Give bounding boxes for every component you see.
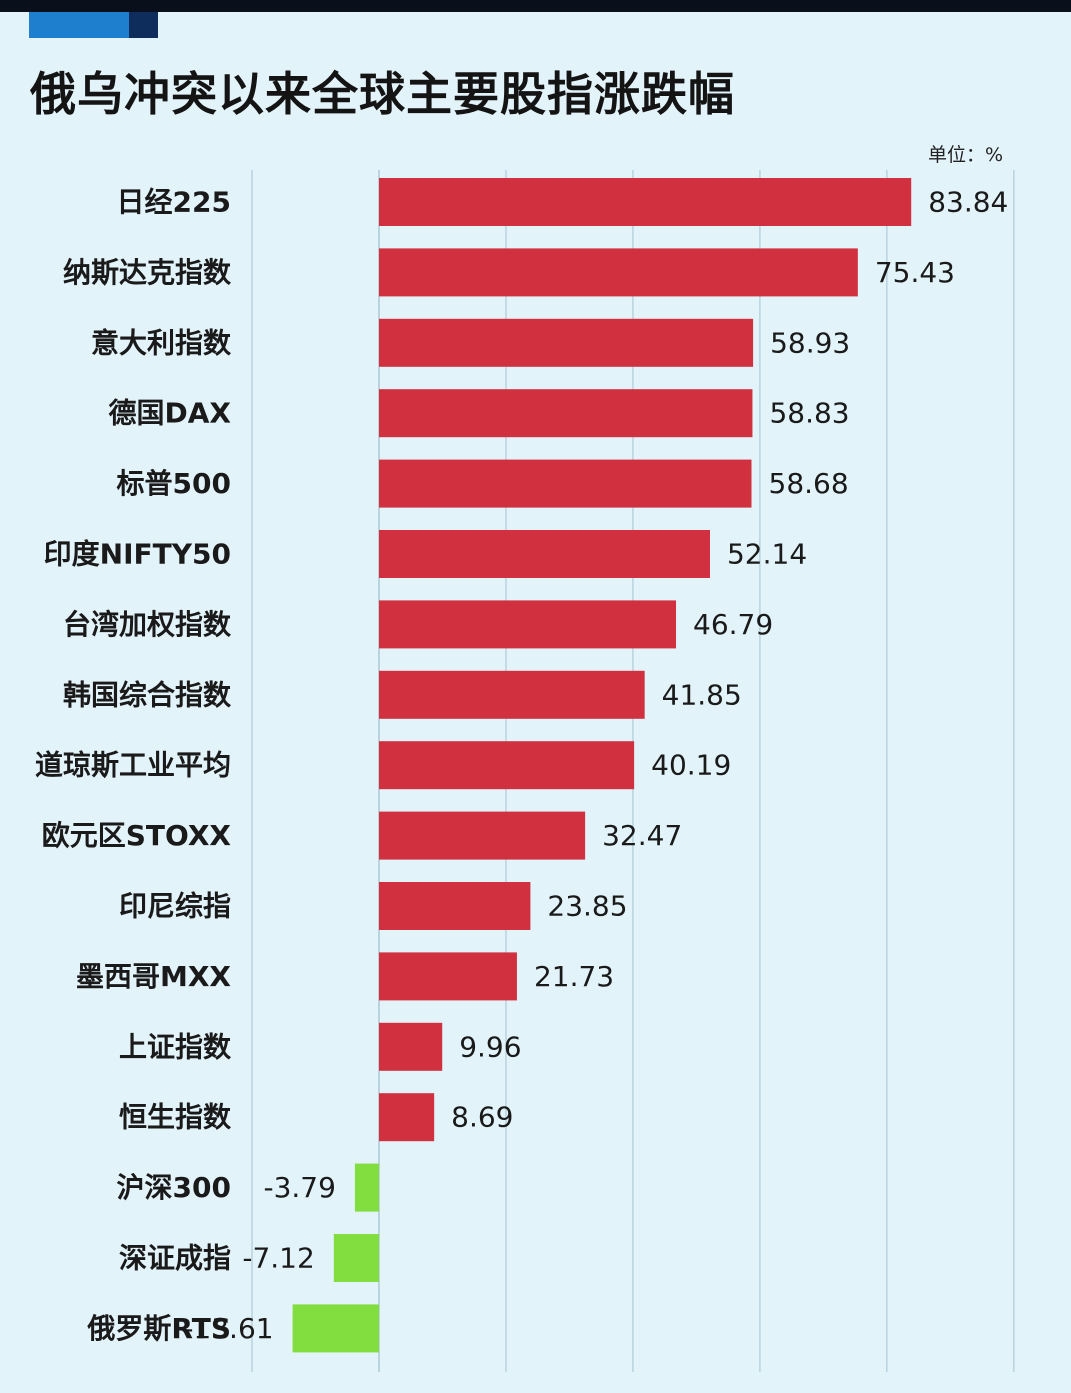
category-label: 上证指数 <box>119 1030 232 1063</box>
bar <box>379 952 517 1001</box>
bar <box>379 600 677 649</box>
bar <box>379 318 754 367</box>
bar <box>292 1304 379 1353</box>
value-label: 23.85 <box>547 890 627 923</box>
bar <box>379 1022 443 1071</box>
bar <box>379 459 752 508</box>
category-label: 印度NIFTY50 <box>44 538 231 571</box>
value-label: 83.84 <box>928 186 1008 219</box>
bar <box>379 178 912 226</box>
category-label: 纳斯达克指数 <box>63 256 232 289</box>
value-label: 21.73 <box>534 960 614 993</box>
category-label: 欧元区STOXX <box>42 819 232 852</box>
bar <box>379 811 586 860</box>
unit-label: 单位：% <box>928 144 1004 166</box>
value-label: 58.68 <box>769 467 849 500</box>
bar <box>333 1234 379 1282</box>
category-label: 德国DAX <box>108 397 231 430</box>
value-label: 8.69 <box>451 1101 513 1134</box>
value-label: -7.12 <box>242 1242 314 1275</box>
bar <box>379 1093 435 1142</box>
value-label: -13.61 <box>183 1312 273 1345</box>
category-label: 韩国综合指数 <box>63 678 232 711</box>
value-label: 75.43 <box>875 256 955 289</box>
value-label: 32.47 <box>602 819 682 852</box>
value-label: 40.19 <box>651 749 731 782</box>
title-accent-bar-dark <box>129 12 158 38</box>
bar <box>354 1163 379 1212</box>
value-label: 46.79 <box>693 608 773 641</box>
bar <box>379 389 753 438</box>
category-label: 印尼综指 <box>119 890 231 923</box>
category-label: 标普500 <box>117 467 231 500</box>
category-label: 日经225 <box>117 186 231 219</box>
bar <box>379 670 645 719</box>
category-label: 恒生指数 <box>119 1101 232 1134</box>
category-label: 深证成指 <box>119 1242 231 1275</box>
category-label: 俄罗斯RTS <box>86 1312 231 1345</box>
bar <box>379 248 858 297</box>
value-label: 41.85 <box>662 678 742 711</box>
value-label: 52.14 <box>727 538 807 571</box>
title-accent-bar <box>29 12 129 38</box>
value-label: 58.93 <box>770 326 850 359</box>
bar <box>379 741 635 790</box>
top-strip <box>0 0 1071 12</box>
value-label: 58.83 <box>769 397 849 430</box>
category-label: 道琼斯工业平均 <box>35 749 231 782</box>
category-label: 意大利指数 <box>91 326 232 359</box>
category-label: 台湾加权指数 <box>63 608 232 641</box>
category-label: 沪深300 <box>117 1171 231 1204</box>
bar <box>379 882 531 930</box>
chart-title: 俄乌冲突以来全球主要股指涨跌幅 <box>30 67 735 121</box>
category-label: 墨西哥MXX <box>76 960 231 993</box>
value-label: 9.96 <box>459 1030 521 1063</box>
bar <box>379 530 710 578</box>
value-label: -3.79 <box>263 1171 335 1204</box>
